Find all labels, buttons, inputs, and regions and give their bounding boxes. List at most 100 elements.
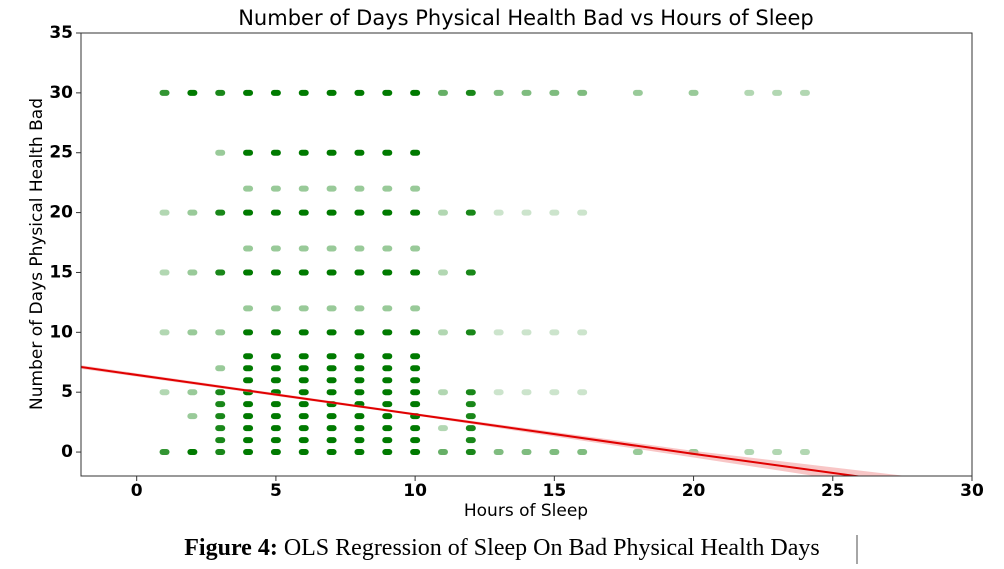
scatter-point	[187, 389, 198, 396]
scatter-point	[326, 269, 337, 276]
scatter-point	[437, 89, 448, 96]
scatter-point	[410, 389, 421, 396]
scatter-point	[270, 377, 281, 384]
scatter-point	[215, 329, 226, 336]
scatter-point	[410, 401, 421, 408]
scatter-point	[437, 209, 448, 216]
scatter-point	[549, 449, 560, 456]
scatter-point	[326, 149, 337, 156]
scatter-point	[187, 209, 198, 216]
scatter-point	[298, 305, 309, 312]
scatter-point	[187, 329, 198, 336]
scatter-point	[382, 209, 393, 216]
scatter-point	[521, 329, 532, 336]
scatter-point	[298, 269, 309, 276]
scatter-point	[577, 89, 588, 96]
scatter-point	[382, 377, 393, 384]
scatter-point	[465, 425, 476, 432]
scatter-point	[159, 389, 170, 396]
scatter-point	[382, 353, 393, 360]
scatter-point	[465, 401, 476, 408]
scatter-point	[243, 209, 254, 216]
caption-label: Figure 4:	[184, 535, 278, 561]
scatter-point	[187, 269, 198, 276]
scatter-point	[632, 449, 643, 456]
scatter-point	[270, 209, 281, 216]
scatter-point	[270, 401, 281, 408]
scatter-point	[298, 149, 309, 156]
scatter-point	[437, 425, 448, 432]
scatter-point	[577, 449, 588, 456]
scatter-point	[215, 269, 226, 276]
scatter-point	[243, 245, 254, 252]
scatter-point	[382, 89, 393, 96]
scatter-point	[215, 389, 226, 396]
scatter-point	[243, 329, 254, 336]
scatter-point	[298, 389, 309, 396]
scatter-point	[270, 425, 281, 432]
scatter-point	[298, 365, 309, 372]
scatter-point	[549, 329, 560, 336]
scatter-point	[577, 389, 588, 396]
scatter-point	[577, 329, 588, 336]
scatter-point	[354, 449, 365, 456]
scatter-point	[410, 425, 421, 432]
scatter-point	[799, 449, 810, 456]
scatter-point	[159, 269, 170, 276]
x-tick-label: 15	[543, 481, 567, 501]
scatter-point	[243, 365, 254, 372]
scatter-point	[159, 89, 170, 96]
scatter-point	[382, 185, 393, 192]
scatter-point	[326, 389, 337, 396]
scatter-point	[410, 377, 421, 384]
scatter-point	[187, 449, 198, 456]
scatter-point	[326, 245, 337, 252]
scatter-point	[270, 269, 281, 276]
scatter-point	[243, 425, 254, 432]
plot-area	[81, 89, 907, 476]
scatter-point	[298, 425, 309, 432]
scatter-point	[270, 437, 281, 444]
scatter-point	[187, 413, 198, 420]
chart-title: Number of Days Physical Health Bad vs Ho…	[238, 6, 814, 30]
scatter-point	[410, 365, 421, 372]
scatter-point	[521, 449, 532, 456]
scatter-point	[493, 209, 504, 216]
scatter-point	[382, 437, 393, 444]
scatter-point	[298, 209, 309, 216]
scatter-point	[354, 269, 365, 276]
scatter-point	[354, 425, 365, 432]
scatter-point	[799, 89, 810, 96]
scatter-point	[243, 413, 254, 420]
y-tick-label: 5	[61, 382, 73, 402]
scatter-point	[382, 365, 393, 372]
scatter-point	[382, 269, 393, 276]
scatter-point	[270, 329, 281, 336]
scatter-point	[382, 149, 393, 156]
scatter-point	[215, 449, 226, 456]
scatter-point	[326, 89, 337, 96]
scatter-point	[410, 449, 421, 456]
x-tick-label: 30	[960, 481, 984, 501]
scatter-point	[465, 89, 476, 96]
scatter-point	[632, 89, 643, 96]
scatter-point	[187, 89, 198, 96]
y-axis-label: Number of Days Physical Health Bad	[27, 98, 47, 410]
scatter-point	[354, 89, 365, 96]
scatter-point	[410, 353, 421, 360]
scatter-point	[549, 209, 560, 216]
scatter-point	[744, 449, 755, 456]
scatter-point	[270, 89, 281, 96]
x-tick-label: 0	[131, 481, 143, 501]
scatter-point	[326, 329, 337, 336]
scatter-point	[243, 449, 254, 456]
scatter-point	[465, 269, 476, 276]
scatter-point	[382, 425, 393, 432]
scatter-point	[298, 377, 309, 384]
y-tick-label: 25	[49, 143, 73, 163]
scatter-point	[410, 89, 421, 96]
scatter-point	[549, 389, 560, 396]
scatter-point	[493, 89, 504, 96]
scatter-point	[243, 149, 254, 156]
scatter-point	[465, 413, 476, 420]
